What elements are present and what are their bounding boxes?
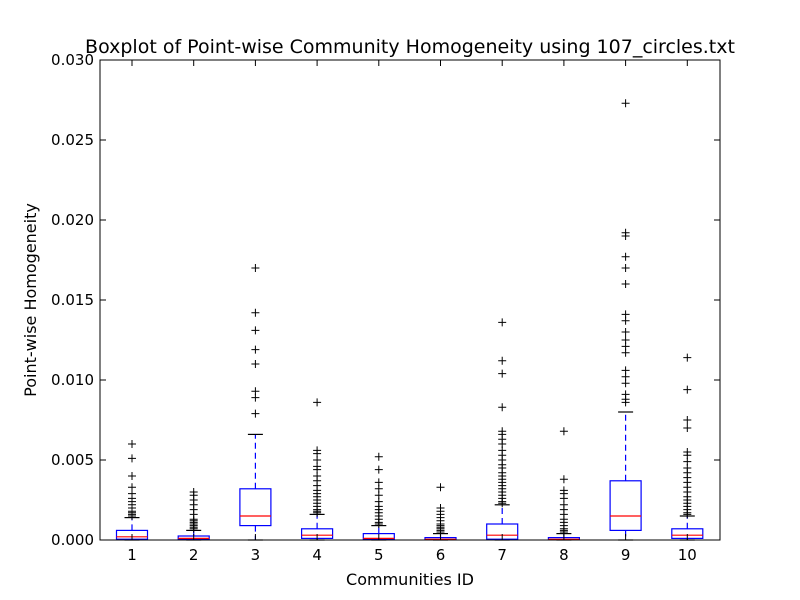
- box-group-2: [177, 488, 210, 541]
- outlier-point: [374, 452, 383, 461]
- outlier-point: [251, 345, 260, 354]
- outlier-point: [498, 499, 507, 508]
- box-group-3: [239, 264, 272, 541]
- outlier-point: [128, 472, 136, 480]
- y-tick-label: 0.010: [51, 371, 94, 389]
- outlier-point: [621, 379, 630, 388]
- outlier-point: [313, 508, 322, 517]
- outlier-point: [621, 264, 630, 272]
- x-tick-label: 9: [621, 546, 631, 564]
- x-tick-label: 10: [678, 546, 697, 564]
- plot-area: [115, 99, 704, 541]
- outlier-point: [559, 427, 568, 436]
- outlier-point: [251, 360, 260, 368]
- outlier-point: [251, 264, 260, 272]
- outlier-point: [498, 403, 507, 412]
- x-tick-label: 2: [189, 546, 199, 564]
- box: [239, 488, 272, 527]
- x-tick-label: 1: [127, 546, 137, 564]
- x-tick-label: 5: [374, 546, 384, 564]
- box-group-8: [547, 427, 581, 541]
- outlier-point: [251, 393, 260, 402]
- y-tick-label: 0.000: [51, 531, 94, 549]
- outlier-point: [683, 510, 692, 519]
- outlier-point: [683, 416, 692, 424]
- outlier-point: [128, 512, 136, 520]
- outlier-point: [621, 252, 630, 261]
- outlier-point: [683, 424, 692, 432]
- outlier-point: [498, 356, 507, 365]
- y-tick-label: 0.005: [51, 451, 94, 469]
- outlier-point: [683, 385, 692, 394]
- x-tick-label: 7: [497, 546, 507, 564]
- x-tick-label: 4: [312, 546, 322, 564]
- outlier-point: [683, 353, 692, 362]
- x-tick-label: 6: [436, 546, 446, 564]
- outlier-point: [621, 99, 630, 108]
- outlier-point: [251, 326, 260, 335]
- y-tick-label: 0.025: [51, 131, 94, 149]
- box-group-6: [424, 483, 457, 541]
- y-tick-label: 0.020: [51, 211, 94, 229]
- outlier-point: [621, 398, 630, 407]
- x-tick-label: 3: [251, 546, 261, 564]
- box-group-10: [671, 353, 704, 541]
- y-tick-label: 0.015: [51, 291, 94, 309]
- outlier-point: [498, 369, 507, 378]
- outlier-point: [251, 409, 260, 418]
- box-group-1: [115, 440, 149, 541]
- x-axis-label: Communities ID: [346, 570, 474, 589]
- outlier-point: [621, 348, 630, 357]
- outlier-point: [189, 524, 198, 533]
- outlier-point: [251, 308, 260, 317]
- outlier-point: [498, 318, 507, 327]
- outlier-point: [621, 316, 630, 325]
- x-tick-label: 8: [559, 546, 569, 564]
- axes-ticks: 0.000 0.005 0.010 0.015 0.020 0.025 0.030 1 2 3 4 5…: [51, 51, 720, 564]
- box-group-5: [362, 452, 395, 541]
- outlier-point: [621, 328, 630, 336]
- y-axis-label: Point-wise Homogeneity: [21, 203, 40, 397]
- box-group-7: [486, 318, 519, 541]
- box-group-9: [609, 99, 642, 541]
- outlier-point: [128, 454, 136, 463]
- chart-title: Boxplot of Point-wise Community Homogene…: [85, 36, 735, 58]
- outlier-point: [559, 475, 568, 484]
- outlier-point: [313, 398, 322, 407]
- outlier-point: [436, 483, 445, 492]
- box-group-4: [301, 398, 334, 541]
- outlier-point: [128, 440, 136, 448]
- y-tick-label: 0.030: [51, 51, 94, 69]
- plot-frame: [99, 59, 721, 541]
- outlier-point: [621, 280, 630, 288]
- box: [609, 480, 642, 531]
- outlier-point: [621, 232, 630, 240]
- outlier-point: [374, 520, 383, 528]
- outlier-point: [374, 465, 383, 474]
